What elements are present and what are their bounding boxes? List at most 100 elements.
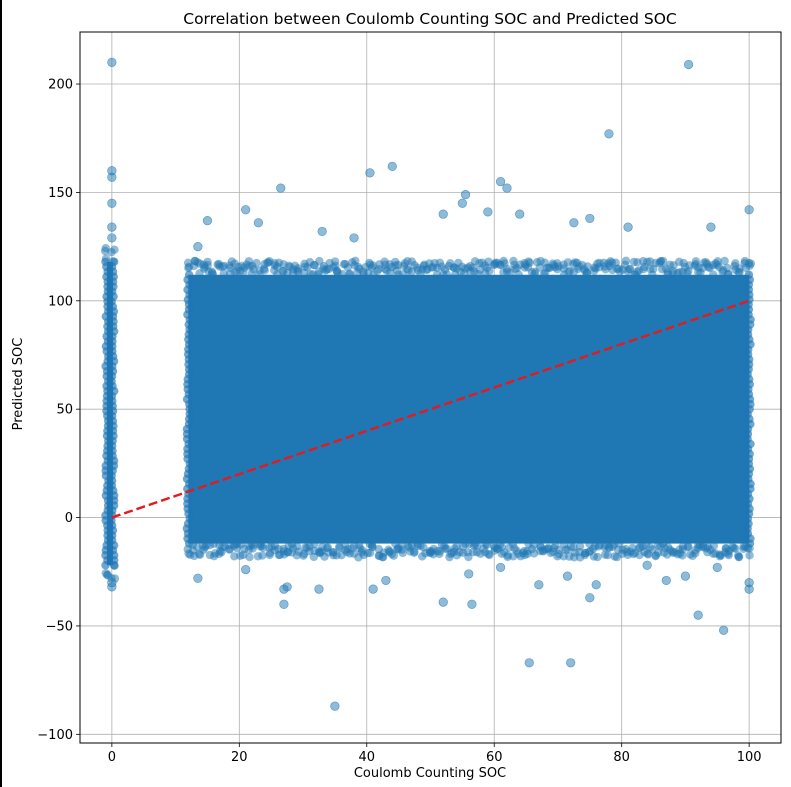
edge-point	[348, 258, 357, 267]
scatter-point	[387, 161, 397, 171]
scatter-point	[314, 584, 324, 594]
edge-point	[724, 550, 733, 560]
edge-point	[683, 542, 692, 552]
scatter-point	[585, 213, 595, 224]
edge-point	[499, 256, 508, 266]
scatter-point	[282, 582, 292, 592]
edge-point	[227, 257, 237, 266]
edge-point	[722, 263, 732, 273]
scatter-point	[202, 215, 213, 226]
scatter-point	[562, 571, 573, 581]
scatter-point	[566, 658, 576, 668]
edge-point	[473, 541, 482, 551]
edge-point	[245, 552, 254, 562]
edge-point	[258, 551, 267, 560]
y-tick-label: 150	[48, 186, 73, 201]
scatter-point	[107, 233, 117, 243]
edge-point	[485, 266, 494, 276]
scatter-point	[368, 584, 378, 594]
scatter-point	[467, 599, 477, 609]
edge-point	[615, 539, 624, 548]
edge-point	[527, 544, 537, 554]
scatter-point	[276, 183, 286, 193]
scatter-point	[279, 599, 289, 609]
edge-point	[628, 543, 637, 553]
edge-point	[100, 246, 110, 256]
edge-point	[309, 552, 319, 562]
edge-point	[709, 270, 718, 279]
edge-point	[648, 270, 657, 279]
y-tick-label: −100	[37, 728, 73, 743]
scatter-point	[693, 610, 703, 620]
edge-point	[108, 257, 118, 266]
edge-point	[101, 561, 110, 570]
scatter-point	[438, 597, 448, 607]
edge-point	[110, 561, 119, 570]
scatter-point	[719, 625, 729, 635]
scatter-point	[604, 129, 614, 139]
x-tick-label: 40	[358, 750, 375, 765]
scatter-point	[642, 560, 652, 570]
scatter-point	[524, 658, 534, 668]
edge-point	[202, 541, 211, 550]
edge-point	[314, 270, 323, 279]
scatter-point	[241, 205, 251, 215]
edge-point	[442, 269, 451, 279]
edge-point	[582, 268, 592, 278]
x-tick-label: 0	[108, 750, 116, 765]
edge-point	[724, 270, 733, 279]
edge-point	[607, 258, 617, 267]
edge-point	[207, 268, 217, 278]
edge-point	[353, 267, 362, 277]
edge-point	[322, 265, 332, 274]
scatter-point	[253, 218, 264, 228]
identity-line	[111, 299, 750, 519]
edge-point	[310, 540, 319, 549]
scatter-point	[680, 571, 691, 581]
y-tick-label: 100	[48, 294, 73, 309]
edge-point	[623, 266, 633, 276]
scatter-point	[457, 198, 467, 208]
x-tick-label: 60	[486, 750, 503, 765]
edge-point	[259, 543, 268, 552]
edge-point	[247, 540, 257, 549]
edge-point	[437, 262, 447, 271]
scatter-point	[241, 564, 251, 575]
edge-point	[247, 269, 256, 278]
edge-point	[713, 257, 722, 266]
edge-point	[593, 552, 602, 562]
scatter-point	[193, 242, 203, 252]
edge-point	[267, 542, 276, 552]
edge-point	[514, 270, 523, 279]
scatter-point	[515, 209, 525, 219]
scatter-point	[107, 198, 117, 208]
scatter-point	[706, 222, 716, 232]
edge-point	[658, 256, 668, 266]
y-tick-label: 50	[56, 403, 73, 418]
scatter-point	[460, 189, 471, 200]
scatter-point	[193, 573, 203, 583]
scatter-point	[464, 569, 474, 579]
plot-frame	[79, 31, 782, 744]
scatter-point	[107, 57, 117, 67]
edge-point	[682, 269, 692, 278]
edge-point	[539, 270, 549, 279]
scatter-point	[496, 176, 506, 187]
edge-point	[569, 553, 579, 562]
scatter-point	[483, 207, 493, 217]
scatter-point	[534, 580, 544, 590]
scatter-point	[330, 701, 340, 711]
reference-line	[111, 299, 750, 519]
scatter-point	[744, 205, 754, 215]
edge-point	[398, 548, 407, 558]
dense-region	[188, 274, 750, 544]
edge-point	[260, 266, 269, 275]
edge-point	[252, 258, 261, 268]
edge-point	[745, 544, 754, 553]
scatter-point	[585, 593, 595, 603]
edge-point	[709, 541, 719, 550]
y-tick-label: −50	[46, 619, 73, 634]
edge-point	[603, 550, 612, 560]
x-axis-title: Coulomb Counting SOC	[354, 766, 506, 781]
edge-point	[203, 257, 212, 267]
